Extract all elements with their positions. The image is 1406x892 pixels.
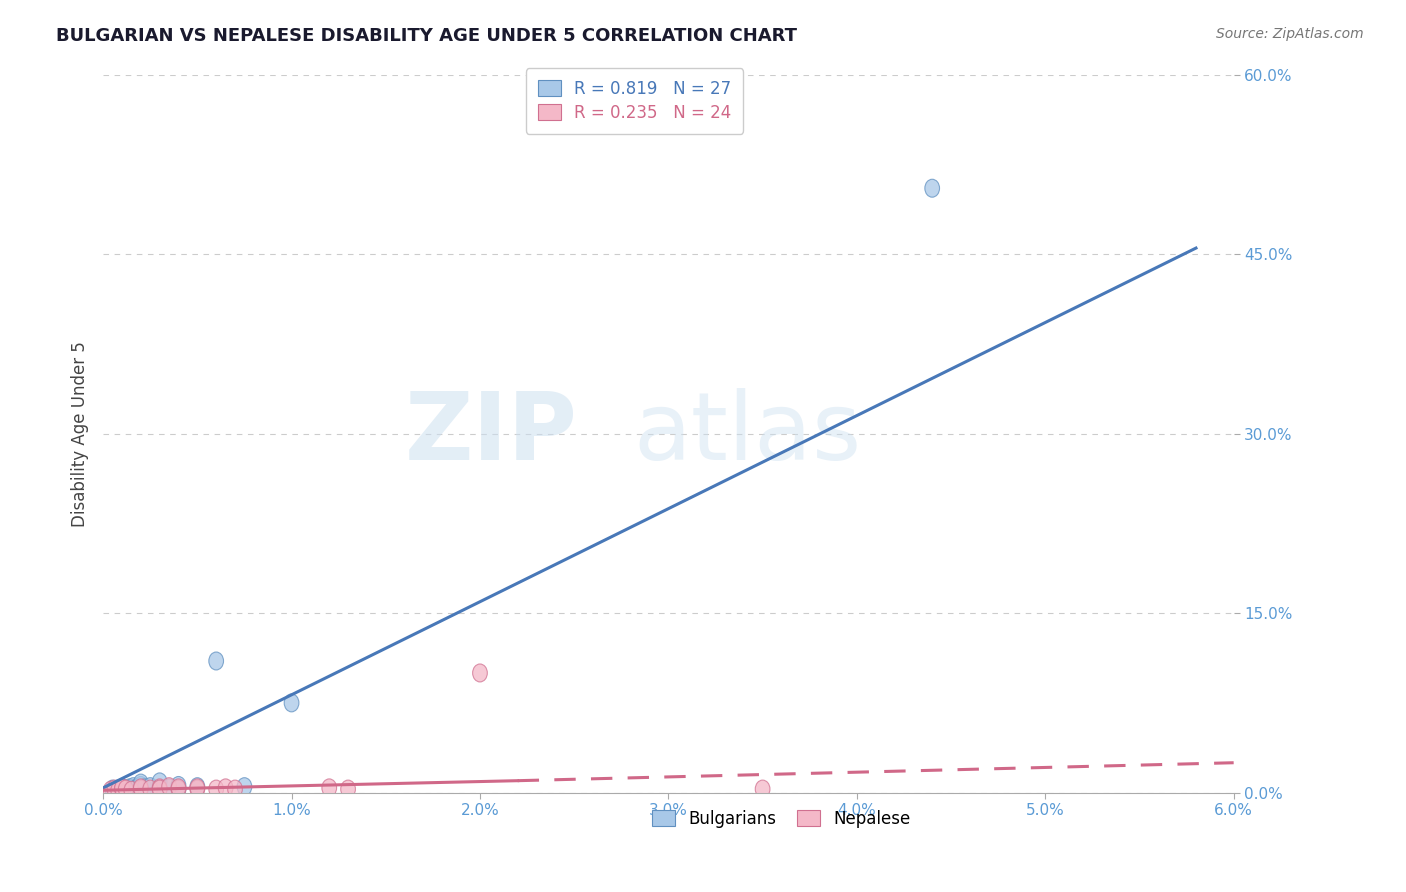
Ellipse shape <box>127 778 141 796</box>
Ellipse shape <box>228 780 242 798</box>
Ellipse shape <box>134 780 148 798</box>
Ellipse shape <box>115 780 129 798</box>
Text: BULGARIAN VS NEPALESE DISABILITY AGE UNDER 5 CORRELATION CHART: BULGARIAN VS NEPALESE DISABILITY AGE UND… <box>56 27 797 45</box>
Ellipse shape <box>138 779 152 797</box>
Ellipse shape <box>134 777 148 795</box>
Ellipse shape <box>755 780 770 798</box>
Ellipse shape <box>190 779 205 797</box>
Ellipse shape <box>284 694 299 712</box>
Ellipse shape <box>143 778 157 796</box>
Ellipse shape <box>115 781 129 799</box>
Text: Source: ZipAtlas.com: Source: ZipAtlas.com <box>1216 27 1364 41</box>
Text: ZIP: ZIP <box>405 388 578 480</box>
Ellipse shape <box>122 779 136 797</box>
Ellipse shape <box>110 781 124 799</box>
Ellipse shape <box>152 779 167 797</box>
Ellipse shape <box>105 781 120 799</box>
Ellipse shape <box>472 664 488 682</box>
Ellipse shape <box>124 781 139 799</box>
Ellipse shape <box>152 772 167 791</box>
Ellipse shape <box>129 779 145 797</box>
Ellipse shape <box>172 780 186 798</box>
Ellipse shape <box>162 779 176 797</box>
Ellipse shape <box>218 779 233 797</box>
Ellipse shape <box>925 179 939 197</box>
Ellipse shape <box>172 779 186 797</box>
Ellipse shape <box>118 780 134 798</box>
Ellipse shape <box>152 780 167 798</box>
Ellipse shape <box>105 780 120 798</box>
Ellipse shape <box>111 781 125 799</box>
Ellipse shape <box>115 779 129 797</box>
Ellipse shape <box>172 777 186 795</box>
Ellipse shape <box>190 780 205 798</box>
Ellipse shape <box>103 781 118 799</box>
Y-axis label: Disability Age Under 5: Disability Age Under 5 <box>72 341 89 526</box>
Ellipse shape <box>118 780 134 798</box>
Ellipse shape <box>190 778 205 796</box>
Ellipse shape <box>322 779 336 797</box>
Ellipse shape <box>115 780 129 798</box>
Text: atlas: atlas <box>634 388 862 480</box>
Ellipse shape <box>172 780 186 798</box>
Ellipse shape <box>238 778 252 796</box>
Ellipse shape <box>340 780 356 798</box>
Ellipse shape <box>143 780 157 798</box>
Ellipse shape <box>162 778 176 796</box>
Ellipse shape <box>209 780 224 798</box>
Ellipse shape <box>111 780 125 798</box>
Ellipse shape <box>115 779 129 797</box>
Ellipse shape <box>134 774 148 792</box>
Ellipse shape <box>134 779 148 797</box>
Ellipse shape <box>107 780 122 798</box>
Ellipse shape <box>152 780 167 798</box>
Ellipse shape <box>209 652 224 670</box>
Legend: Bulgarians, Nepalese: Bulgarians, Nepalese <box>645 804 917 835</box>
Ellipse shape <box>124 780 139 798</box>
Ellipse shape <box>134 780 148 798</box>
